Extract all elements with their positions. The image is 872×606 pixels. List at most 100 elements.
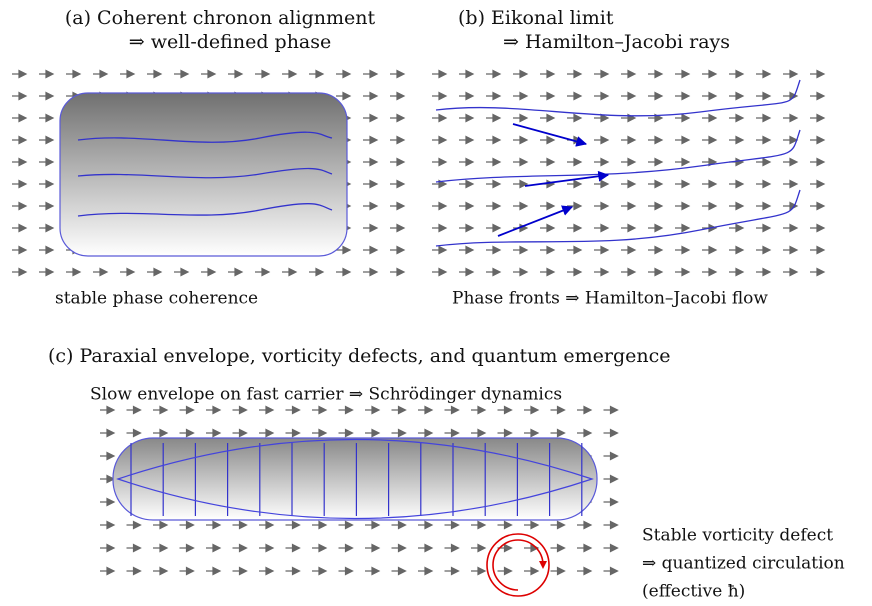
field-arrow: [365, 568, 379, 575]
field-arrow: [233, 430, 247, 437]
field-arrow: [201, 269, 215, 276]
field-arrow: [486, 181, 500, 188]
field-arrow: [206, 545, 220, 552]
field-arrow: [540, 269, 554, 276]
field-arrow: [432, 159, 446, 166]
panel-a-subtitle: ⇒ well-defined phase: [129, 31, 332, 53]
field-arrow: [259, 568, 273, 575]
field-arrow: [390, 269, 404, 276]
defect-label: (effective ħ): [642, 582, 745, 602]
field-arrow: [675, 203, 689, 210]
field-arrow: [675, 93, 689, 100]
field-arrow: [206, 407, 220, 414]
field-arrow: [100, 430, 114, 437]
field-arrow: [432, 225, 446, 232]
field-arrow: [174, 269, 188, 276]
field-arrow: [100, 499, 114, 506]
field-arrow: [604, 476, 618, 483]
field-arrow: [471, 522, 485, 529]
field-arrow: [513, 247, 527, 254]
field-arrow: [675, 181, 689, 188]
field-arrow: [513, 115, 527, 122]
field-arrow: [365, 430, 379, 437]
field-arrow: [513, 181, 527, 188]
field-arrow: [228, 71, 242, 78]
field-arrow: [286, 407, 300, 414]
field-arrow: [39, 159, 53, 166]
field-arrow: [418, 568, 432, 575]
field-arrow: [756, 203, 770, 210]
field-arrow: [100, 568, 114, 575]
field-arrow: [255, 269, 269, 276]
field-arrow: [702, 115, 716, 122]
field-arrow: [127, 545, 141, 552]
field-arrow: [702, 269, 716, 276]
field-arrow: [604, 568, 618, 575]
field-arrow: [604, 407, 618, 414]
field-arrow: [312, 545, 326, 552]
field-arrow: [567, 247, 581, 254]
field-arrow: [147, 71, 161, 78]
panel-c-title: (c) Paraxial envelope, vorticity defects…: [48, 345, 671, 367]
field-arrow: [567, 269, 581, 276]
field-arrow: [702, 137, 716, 144]
field-arrow: [259, 430, 273, 437]
field-arrow: [363, 269, 377, 276]
field-arrow: [392, 430, 406, 437]
field-arrow: [100, 545, 114, 552]
field-arrow: [540, 159, 554, 166]
field-arrow: [390, 225, 404, 232]
field-arrow: [577, 545, 591, 552]
field-arrow: [233, 568, 247, 575]
field-arrow: [392, 545, 406, 552]
field-arrow: [12, 93, 26, 100]
field-arrow: [486, 203, 500, 210]
field-arrow: [513, 203, 527, 210]
field-arrow: [513, 71, 527, 78]
field-arrow: [418, 430, 432, 437]
field-arrow: [594, 181, 608, 188]
field-arrow: [93, 269, 107, 276]
field-arrow: [486, 71, 500, 78]
field-arrow: [365, 545, 379, 552]
field-arrow: [783, 269, 797, 276]
field-arrow: [12, 71, 26, 78]
field-arrow: [286, 545, 300, 552]
field-arrow: [486, 269, 500, 276]
field-arrow: [702, 93, 716, 100]
field-arrow: [729, 137, 743, 144]
field-arrow: [540, 225, 554, 232]
field-arrow: [756, 137, 770, 144]
field-arrow: [120, 269, 134, 276]
field-arrow: [577, 568, 591, 575]
field-arrow: [729, 225, 743, 232]
field-arrow: [702, 247, 716, 254]
field-arrow: [729, 71, 743, 78]
field-arrow: [259, 545, 273, 552]
field-arrow: [339, 568, 353, 575]
field-arrow: [604, 453, 618, 460]
field-arrow: [12, 181, 26, 188]
field-arrow: [339, 522, 353, 529]
field-arrow: [567, 93, 581, 100]
field-arrow: [206, 522, 220, 529]
field-arrow: [540, 71, 554, 78]
field-arrow: [445, 407, 459, 414]
field-arrow: [648, 93, 662, 100]
field-arrow: [604, 545, 618, 552]
field-arrow: [810, 247, 824, 254]
field-arrow: [365, 407, 379, 414]
field-arrow: [390, 159, 404, 166]
field-arrow: [621, 269, 635, 276]
field-arrow: [524, 407, 538, 414]
field-arrow: [206, 568, 220, 575]
field-arrow: [810, 181, 824, 188]
field-arrow: [648, 225, 662, 232]
field-arrow: [648, 247, 662, 254]
field-arrow: [12, 225, 26, 232]
field-arrow: [621, 247, 635, 254]
field-arrow: [282, 71, 296, 78]
field-arrow: [540, 115, 554, 122]
field-arrow: [363, 203, 377, 210]
field-arrow: [621, 71, 635, 78]
